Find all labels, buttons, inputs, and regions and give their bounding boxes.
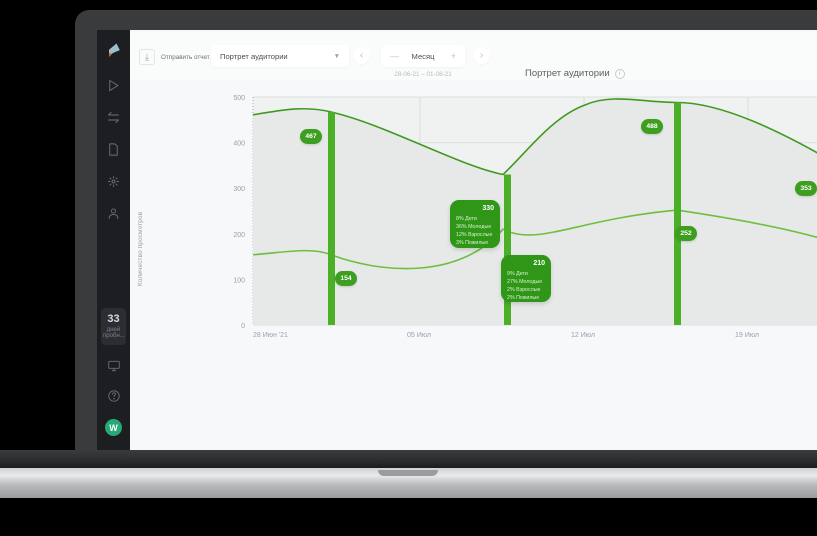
svg-text:28 Июн '21: 28 Июн '21 bbox=[253, 332, 288, 339]
svg-text:0: 0 bbox=[241, 323, 245, 330]
svg-text:400: 400 bbox=[233, 141, 245, 148]
svg-text:12 Июл: 12 Июл bbox=[571, 332, 595, 339]
svg-text:05 Июл: 05 Июл bbox=[407, 332, 431, 339]
svg-text:500: 500 bbox=[233, 95, 245, 102]
svg-text:100: 100 bbox=[233, 277, 245, 284]
svg-text:200: 200 bbox=[233, 232, 245, 239]
svg-text:19 Июл: 19 Июл bbox=[735, 332, 759, 339]
svg-text:300: 300 bbox=[233, 186, 245, 193]
